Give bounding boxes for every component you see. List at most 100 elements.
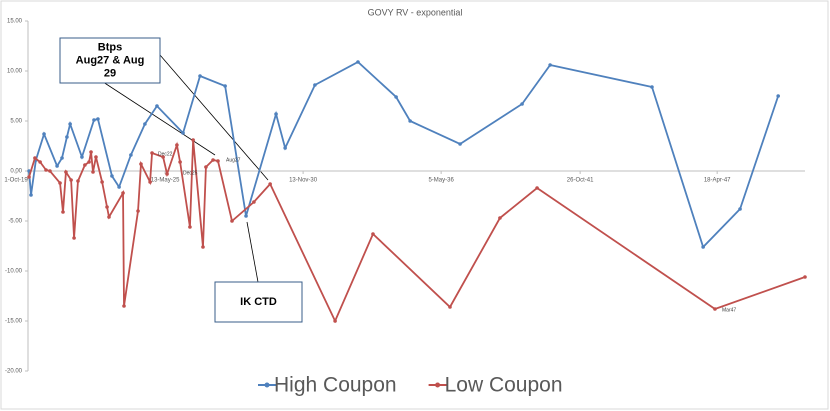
point	[155, 104, 159, 108]
point	[44, 168, 48, 172]
x-tick-label: 13-May-25	[151, 178, 180, 184]
point	[268, 182, 272, 186]
point	[69, 178, 73, 182]
y-tick-label: -10.00	[5, 269, 23, 275]
point	[701, 245, 705, 249]
point	[148, 180, 152, 184]
point	[535, 186, 539, 190]
point	[520, 102, 524, 106]
point	[60, 156, 64, 160]
callout-text: 29	[104, 67, 116, 79]
point	[283, 146, 287, 150]
point	[121, 191, 125, 195]
point	[181, 131, 185, 135]
callout-text: Aug27 & Aug	[76, 54, 145, 66]
x-tick-label: 26-Oct-41	[567, 178, 594, 184]
point	[188, 225, 192, 229]
point	[117, 185, 121, 189]
point	[48, 169, 52, 173]
point	[448, 305, 452, 309]
point	[223, 84, 227, 88]
x-tick-label: 13-Nov-30	[289, 178, 318, 184]
point	[33, 156, 37, 160]
point	[274, 112, 278, 116]
arrow	[246, 221, 259, 283]
point	[110, 174, 114, 178]
point	[100, 180, 104, 184]
point	[498, 216, 502, 220]
point	[244, 214, 248, 218]
point	[178, 160, 182, 164]
point	[68, 122, 72, 126]
point	[122, 304, 126, 308]
point	[204, 165, 208, 169]
point	[83, 163, 87, 167]
x-tick-label: 1-Oct-19	[4, 178, 28, 184]
legend-marker	[264, 382, 270, 388]
point	[58, 181, 62, 185]
arrow	[99, 79, 216, 156]
point	[776, 94, 780, 98]
legend-label: Low Coupon	[445, 374, 563, 397]
point	[408, 119, 412, 123]
point	[165, 172, 169, 176]
y-tick-label: -15.00	[5, 319, 23, 325]
point	[96, 117, 100, 121]
point	[548, 63, 552, 67]
point	[72, 236, 76, 240]
point	[55, 164, 59, 168]
point	[27, 175, 31, 179]
callout-arrows	[99, 54, 269, 283]
y-tick-label: 15.00	[7, 19, 23, 25]
y-tick-label: -5.00	[8, 219, 22, 225]
point	[65, 135, 69, 139]
callout-text: Btps	[98, 41, 122, 53]
point	[458, 142, 462, 146]
point	[211, 158, 215, 162]
callout-box	[214, 281, 303, 323]
point-label: Dec22	[158, 151, 173, 157]
point	[216, 159, 220, 163]
point	[107, 215, 111, 219]
point	[175, 143, 179, 147]
point	[230, 219, 234, 223]
point	[313, 83, 317, 87]
x-tick-label: 5-May-36	[428, 178, 454, 184]
arrow	[159, 54, 269, 181]
point	[42, 132, 46, 136]
point	[201, 245, 205, 249]
point	[129, 153, 133, 157]
point-label: Mar47	[722, 307, 736, 313]
point	[80, 155, 84, 159]
point	[198, 74, 202, 78]
point	[713, 307, 717, 311]
point	[738, 207, 742, 211]
point	[356, 60, 360, 64]
point	[29, 193, 33, 197]
y-tick-label: -20.00	[5, 369, 23, 375]
y-tick-label: 5.00	[10, 119, 22, 125]
point	[92, 118, 96, 122]
point	[94, 155, 98, 159]
point	[87, 160, 91, 164]
point	[38, 160, 42, 164]
point	[139, 162, 143, 166]
point	[143, 122, 147, 126]
point	[76, 179, 80, 183]
point-label: Dec25	[183, 170, 198, 176]
point	[191, 138, 195, 142]
y-tick-label: 10.00	[7, 69, 23, 75]
callout-text: IK CTD	[240, 296, 277, 308]
point-label: Aug27	[226, 157, 241, 163]
point	[333, 319, 337, 323]
point	[105, 205, 109, 209]
point	[61, 210, 65, 214]
point	[371, 232, 375, 236]
legend-marker	[435, 382, 441, 388]
point	[252, 200, 256, 204]
callout-box	[59, 37, 161, 84]
point	[150, 151, 154, 155]
point	[650, 85, 654, 89]
point	[803, 275, 807, 279]
